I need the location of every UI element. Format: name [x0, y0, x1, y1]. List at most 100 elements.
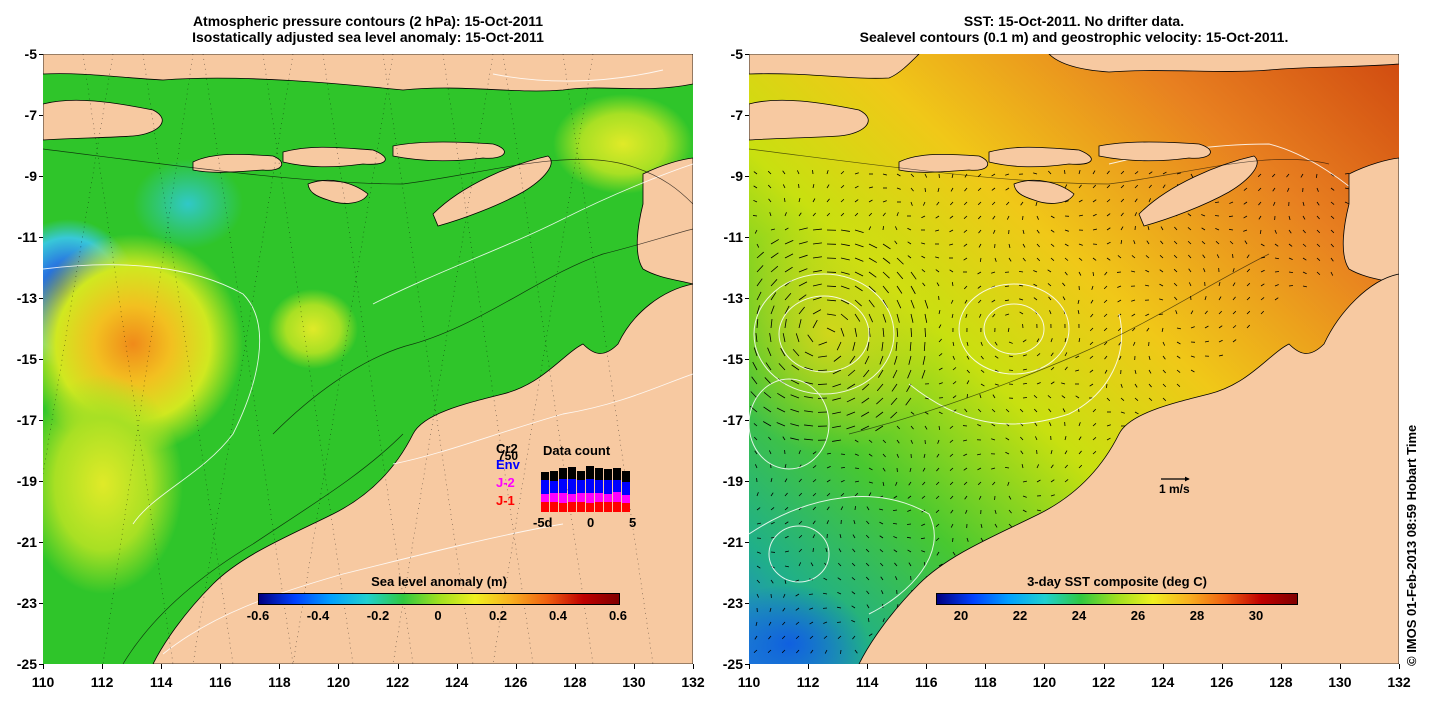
velocity-vector	[1004, 467, 1010, 469]
velocity-vector	[1134, 171, 1139, 175]
velocity-vector	[1190, 326, 1195, 329]
velocity-vector	[755, 621, 758, 626]
velocity-vector	[1005, 437, 1010, 441]
velocity-vector	[840, 229, 850, 232]
velocity-vector	[769, 212, 772, 217]
velocity-vector	[798, 492, 803, 497]
velocity-vector	[784, 579, 787, 584]
velocity-vector	[1216, 254, 1220, 259]
velocity-vector	[896, 212, 899, 217]
velocity-vector	[795, 593, 800, 597]
velocity-vector	[1246, 296, 1251, 301]
velocity-vector	[1064, 257, 1069, 261]
lat-tick-label: -21	[16, 534, 37, 550]
velocity-vector	[854, 229, 864, 233]
lat-tick-mark	[39, 481, 43, 482]
velocity-vector	[1271, 173, 1276, 178]
velocity-vector	[922, 467, 926, 472]
velocity-vector	[1047, 395, 1052, 399]
velocity-vector	[868, 467, 873, 471]
velocity-vector	[798, 520, 803, 525]
lat-tick-label: -9	[24, 168, 37, 184]
velocity-vector	[938, 324, 942, 329]
velocity-vector	[1176, 383, 1181, 388]
velocity-vector	[812, 270, 822, 273]
velocity-vector	[1050, 257, 1055, 262]
velocity-vector	[1173, 282, 1178, 287]
velocity-vector	[1131, 299, 1136, 302]
velocity-vector	[991, 201, 996, 206]
velocity-vector	[868, 271, 877, 278]
lat-tick-mark	[745, 115, 749, 116]
velocity-vector	[1047, 269, 1052, 273]
velocity-vector	[840, 257, 850, 261]
velocity-vector	[784, 266, 793, 273]
velocity-vector	[784, 212, 787, 217]
lon-tick-mark	[574, 664, 576, 669]
lon-tick-label: 122	[385, 674, 410, 690]
lat-tick-mark	[39, 664, 43, 665]
velocity-vector	[1036, 215, 1039, 220]
lon-tick-mark	[867, 664, 869, 669]
velocity-vector	[770, 252, 779, 259]
velocity-vector	[781, 635, 786, 640]
velocity-vector	[866, 590, 870, 595]
velocity-vector	[854, 492, 859, 497]
velocity-vector	[977, 453, 982, 456]
velocity-vector	[1103, 299, 1108, 304]
velocity-vector	[1036, 257, 1041, 262]
velocity-vector	[798, 306, 805, 315]
velocity-vector	[1133, 240, 1136, 245]
velocity-vector	[1008, 495, 1012, 500]
velocity-vector	[1117, 299, 1122, 303]
velocity-vector	[812, 198, 816, 203]
velocity-vector	[847, 383, 856, 390]
velocity-vector	[966, 369, 970, 374]
sst-tick: 30	[1248, 608, 1264, 623]
velocity-vector	[882, 285, 889, 294]
velocity-vector	[952, 551, 956, 556]
velocity-vector	[950, 495, 954, 500]
velocity-vector	[838, 548, 842, 553]
velocity-vector	[910, 201, 913, 206]
land-australia	[152, 283, 693, 664]
velocity-vector	[921, 242, 926, 245]
velocity-vector	[1062, 296, 1066, 301]
velocity-vector	[1089, 341, 1094, 345]
velocity-vector	[963, 215, 968, 219]
velocity-vector	[963, 453, 968, 457]
velocity-vector	[1246, 310, 1251, 315]
velocity-vector	[966, 380, 970, 385]
velocity-vector	[882, 271, 890, 279]
velocity-vector	[868, 313, 874, 323]
velocity-vector	[910, 173, 915, 178]
geostrophic-velocity-vectors	[749, 169, 1350, 655]
velocity-vector	[1287, 187, 1290, 192]
velocity-vector	[923, 561, 926, 567]
velocity-vector	[1106, 424, 1111, 427]
velocity-vector	[1064, 169, 1066, 175]
velocity-vector	[752, 215, 758, 217]
velocity-vector	[1092, 408, 1097, 413]
velocity-vector	[949, 467, 954, 471]
lat-tick-mark	[39, 542, 43, 543]
velocity-vector	[769, 607, 772, 612]
velocity-vector	[755, 333, 758, 343]
velocity-vector	[770, 478, 773, 483]
velocity-vector	[894, 240, 898, 245]
velocity-vector	[1148, 397, 1153, 402]
velocity-vector	[854, 505, 856, 511]
sla-tick: 0.4	[548, 608, 568, 623]
velocity-vector	[1036, 479, 1041, 483]
velocity-vector	[875, 425, 884, 432]
data-count-bar	[550, 493, 558, 502]
positive-anomaly-south	[43, 374, 183, 594]
velocity-vector	[882, 439, 887, 444]
sea-level-anomaly-map: Cr2 750 Env J-2 J-1 Data count -5d 0 5 S…	[43, 54, 693, 664]
velocity-vector	[1159, 255, 1164, 259]
velocity-vector	[1201, 214, 1206, 217]
velocity-vector	[840, 453, 846, 455]
velocity-vector	[1330, 271, 1334, 276]
velocity-vector	[1148, 184, 1152, 189]
velocity-vector	[854, 453, 859, 456]
